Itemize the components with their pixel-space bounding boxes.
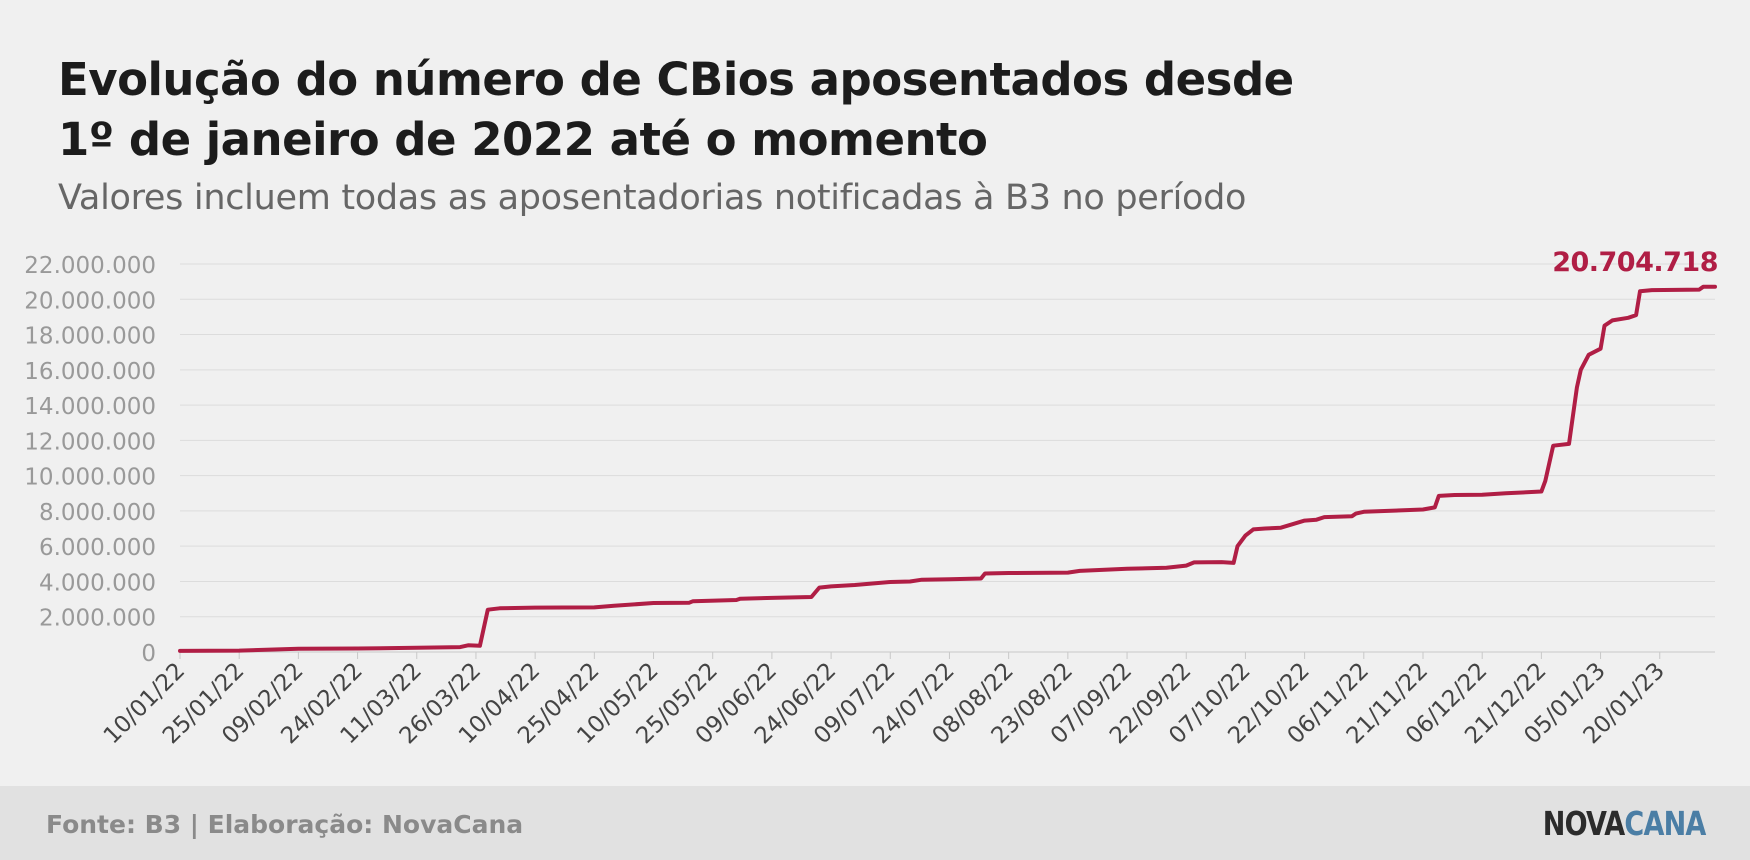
chart-title: Evolução do número de CBios aposentados … (58, 50, 1458, 170)
y-tick-label: 6.000.000 (39, 535, 156, 561)
y-tick-label: 16.000.000 (24, 359, 156, 385)
novacana-logo: NOVACANA (1543, 804, 1707, 843)
last-value-label: 20.704.718 (1552, 247, 1718, 278)
footer-bar: Fonte: B3 | Elaboração: NovaCana NOVACAN… (0, 786, 1750, 860)
y-tick-label: 22.000.000 (24, 253, 156, 279)
y-tick-label: 10.000.000 (24, 465, 156, 491)
y-tick-label: 8.000.000 (39, 500, 156, 526)
source-credit: Fonte: B3 | Elaboração: NovaCana (46, 810, 524, 839)
series-line (178, 284, 1717, 653)
y-tick-label: 20.000.000 (24, 288, 156, 314)
y-tick-label: 4.000.000 (39, 570, 156, 596)
x-axis-tick-labels: 10/01/2225/01/2209/02/2224/02/2211/03/22… (99, 652, 1670, 749)
y-tick-label: 14.000.000 (24, 394, 156, 420)
line-chart: 0 2.000.000 4.000.000 6.000.000 8.000.000 10.… (24, 247, 1718, 749)
y-tick-label: 12.000.000 (24, 429, 156, 455)
chart-title-line-1: Evolução do número de CBios aposentados … (58, 53, 1294, 106)
logo-nova: NOVA (1543, 804, 1626, 843)
y-tick-label: 18.000.000 (24, 324, 156, 350)
chart-title-line-2: 1º de janeiro de 2022 até o momento (58, 113, 988, 166)
y-tick-label: 0 (141, 641, 156, 667)
grid-lines (180, 263, 1715, 653)
logo-cana: CANA (1624, 804, 1707, 843)
y-axis-tick-labels: 0 2.000.000 4.000.000 6.000.000 8.000.000 10.… (24, 253, 156, 667)
series-layer (178, 284, 1717, 653)
y-tick-label: 2.000.000 (39, 606, 156, 632)
annotation-layer: 20.704.718 (1552, 247, 1718, 278)
chart-subtitle: Valores incluem todas as aposentadorias … (58, 178, 1247, 218)
